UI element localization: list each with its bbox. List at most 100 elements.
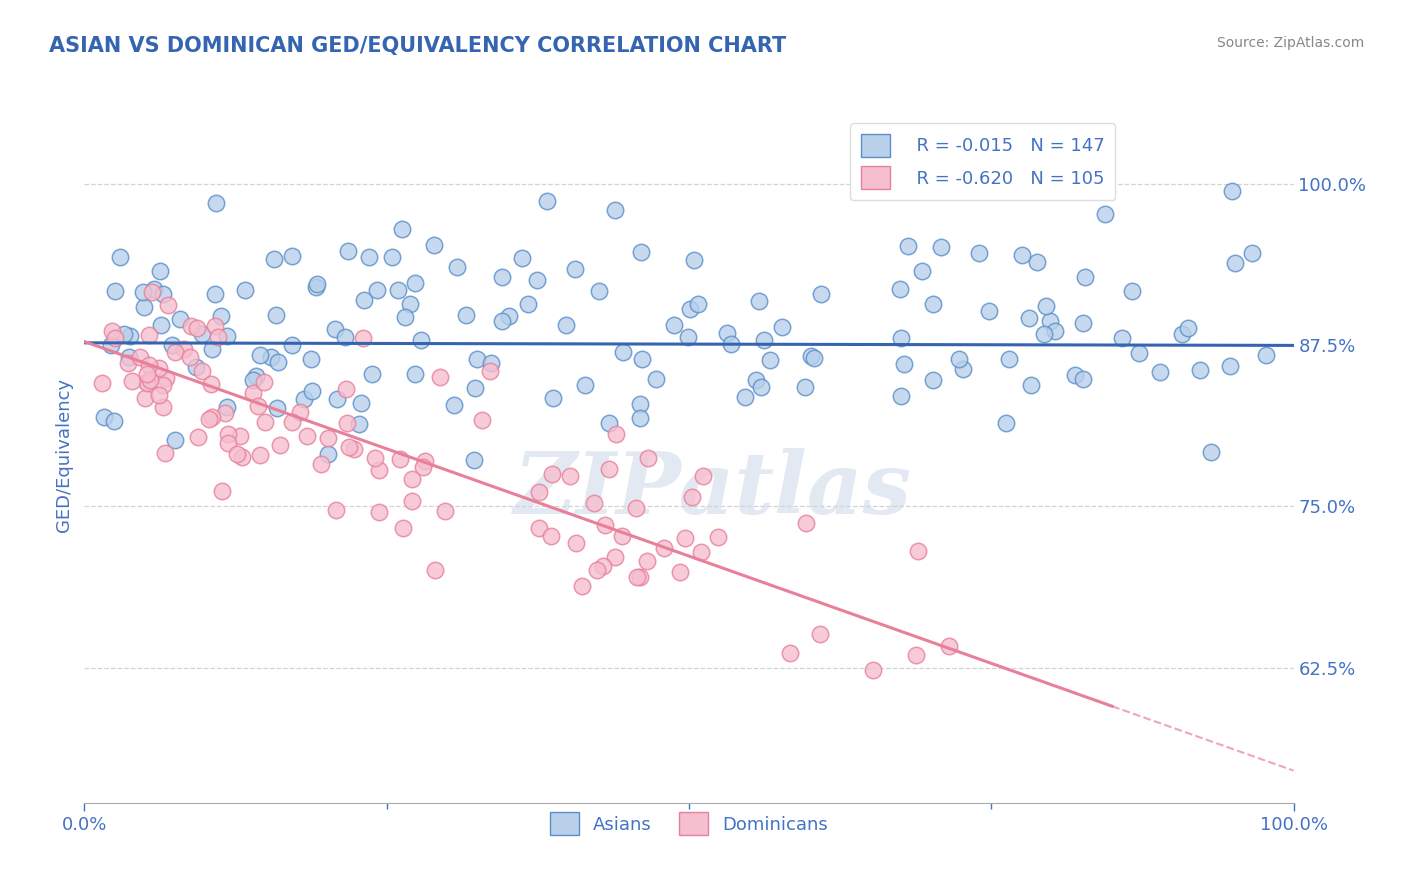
Point xyxy=(160,338,183,352)
Point xyxy=(673,531,696,545)
Point xyxy=(226,447,249,461)
Point xyxy=(922,373,945,387)
Point xyxy=(128,351,150,365)
Point xyxy=(929,240,952,254)
Point xyxy=(637,450,659,465)
Point xyxy=(612,528,634,542)
Point xyxy=(104,284,127,298)
Point xyxy=(526,273,548,287)
Point xyxy=(1121,284,1143,298)
Point xyxy=(893,357,915,371)
Point xyxy=(586,563,609,577)
Point xyxy=(998,352,1021,367)
Point xyxy=(404,367,426,381)
Point xyxy=(1011,248,1033,262)
Point xyxy=(543,392,565,406)
Point xyxy=(335,330,357,344)
Point xyxy=(309,457,332,471)
Point xyxy=(325,321,347,335)
Point xyxy=(412,459,434,474)
Point xyxy=(367,463,389,477)
Point xyxy=(571,578,593,592)
Point xyxy=(153,445,176,459)
Point xyxy=(136,376,159,390)
Point xyxy=(260,350,283,364)
Point xyxy=(201,342,224,356)
Point xyxy=(242,374,264,388)
Point xyxy=(149,264,172,278)
Point xyxy=(301,384,323,398)
Point xyxy=(897,239,920,253)
Point xyxy=(592,559,614,574)
Point xyxy=(1021,378,1043,392)
Point xyxy=(1071,316,1094,330)
Point xyxy=(443,398,465,412)
Point xyxy=(91,376,114,391)
Point xyxy=(118,350,141,364)
Point xyxy=(112,326,135,341)
Point xyxy=(103,414,125,428)
Point xyxy=(422,238,444,252)
Point xyxy=(748,293,770,308)
Point xyxy=(247,399,270,413)
Point xyxy=(316,447,339,461)
Point xyxy=(325,503,347,517)
Point xyxy=(121,374,143,388)
Point xyxy=(368,504,391,518)
Point xyxy=(463,452,485,467)
Point xyxy=(952,362,974,376)
Point xyxy=(211,483,233,498)
Point xyxy=(1241,245,1264,260)
Point xyxy=(471,412,494,426)
Point xyxy=(409,333,432,347)
Point xyxy=(605,203,627,218)
Point xyxy=(1219,359,1241,373)
Point xyxy=(1018,310,1040,325)
Point xyxy=(169,312,191,326)
Point xyxy=(681,490,703,504)
Point xyxy=(565,536,588,550)
Point xyxy=(269,438,291,452)
Point xyxy=(391,221,413,235)
Point xyxy=(157,298,180,312)
Point xyxy=(626,500,648,515)
Point xyxy=(464,381,486,395)
Point xyxy=(593,518,616,533)
Point xyxy=(1043,324,1066,338)
Point xyxy=(143,282,166,296)
Point xyxy=(745,373,768,387)
Point xyxy=(335,382,357,396)
Point xyxy=(734,390,756,404)
Point xyxy=(938,640,960,654)
Point xyxy=(626,570,648,584)
Point xyxy=(605,427,627,442)
Point xyxy=(564,262,586,277)
Point xyxy=(294,392,316,406)
Point xyxy=(141,285,163,300)
Point xyxy=(305,280,328,294)
Point xyxy=(510,251,533,265)
Point xyxy=(628,570,651,584)
Point xyxy=(267,355,290,369)
Point xyxy=(574,378,596,392)
Point xyxy=(132,300,155,314)
Point xyxy=(491,269,513,284)
Point xyxy=(401,494,423,508)
Point xyxy=(191,364,214,378)
Point xyxy=(554,318,576,332)
Point xyxy=(352,331,374,345)
Point xyxy=(101,324,124,338)
Point xyxy=(1071,372,1094,386)
Point xyxy=(263,252,285,267)
Point xyxy=(231,450,253,464)
Point xyxy=(1188,363,1211,377)
Point xyxy=(366,283,388,297)
Point xyxy=(350,396,373,410)
Point xyxy=(249,348,271,362)
Point xyxy=(399,296,422,310)
Point xyxy=(337,244,360,258)
Point xyxy=(1149,365,1171,379)
Point xyxy=(389,452,412,467)
Point xyxy=(148,361,170,376)
Point xyxy=(229,429,252,443)
